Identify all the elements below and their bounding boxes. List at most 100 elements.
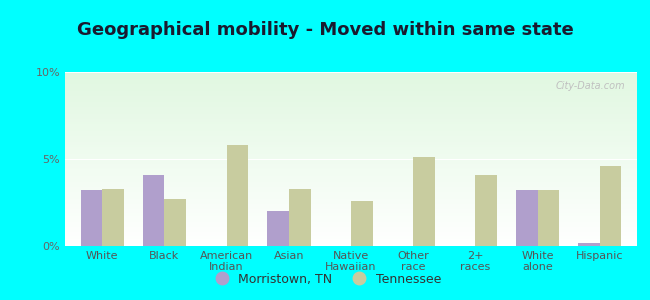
- Bar: [65, 185, 637, 187]
- Bar: [102, 189, 124, 246]
- Bar: [164, 199, 187, 246]
- Bar: [65, 197, 637, 199]
- Bar: [65, 145, 637, 147]
- Bar: [65, 204, 637, 206]
- Legend: Morristown, TN, Tennessee: Morristown, TN, Tennessee: [204, 268, 446, 291]
- Bar: [65, 208, 637, 209]
- Bar: [65, 131, 637, 133]
- Bar: [65, 206, 637, 208]
- Bar: [65, 138, 637, 140]
- Bar: [538, 190, 559, 246]
- Bar: [65, 93, 637, 94]
- Bar: [65, 103, 637, 105]
- Bar: [65, 133, 637, 135]
- Bar: [65, 150, 637, 152]
- Bar: [65, 112, 637, 114]
- Bar: [65, 129, 637, 131]
- Bar: [65, 189, 637, 190]
- Bar: [65, 236, 637, 237]
- Bar: [65, 211, 637, 213]
- Bar: [65, 163, 637, 164]
- Bar: [65, 102, 637, 103]
- Bar: [65, 218, 637, 220]
- Bar: [578, 242, 600, 246]
- Bar: [65, 84, 637, 86]
- Bar: [65, 161, 637, 163]
- Bar: [65, 220, 637, 222]
- Bar: [65, 121, 637, 122]
- Bar: [65, 76, 637, 77]
- Bar: [65, 227, 637, 229]
- Bar: [81, 190, 102, 246]
- Text: Geographical mobility - Moved within same state: Geographical mobility - Moved within sam…: [77, 21, 573, 39]
- Bar: [65, 215, 637, 216]
- Bar: [65, 166, 637, 168]
- Bar: [65, 242, 637, 244]
- Bar: [65, 213, 637, 215]
- Bar: [65, 224, 637, 225]
- Bar: [65, 152, 637, 154]
- Bar: [65, 79, 637, 81]
- Bar: [65, 216, 637, 218]
- Bar: [65, 209, 637, 211]
- Bar: [65, 143, 637, 145]
- Bar: [65, 89, 637, 91]
- Bar: [65, 237, 637, 239]
- Bar: [65, 164, 637, 166]
- Bar: [65, 159, 637, 161]
- Bar: [65, 190, 637, 192]
- Bar: [65, 82, 637, 84]
- Bar: [65, 119, 637, 121]
- Bar: [600, 166, 621, 246]
- Bar: [267, 211, 289, 246]
- Bar: [65, 94, 637, 96]
- Bar: [65, 180, 637, 182]
- Bar: [65, 178, 637, 180]
- Bar: [65, 148, 637, 150]
- Bar: [65, 105, 637, 107]
- Bar: [65, 175, 637, 176]
- Bar: [65, 187, 637, 189]
- Bar: [65, 155, 637, 157]
- Bar: [65, 201, 637, 203]
- Bar: [65, 72, 637, 74]
- Bar: [65, 196, 637, 197]
- Bar: [65, 128, 637, 129]
- Bar: [65, 194, 637, 196]
- Bar: [65, 169, 637, 171]
- Bar: [65, 96, 637, 98]
- Bar: [65, 114, 637, 116]
- Bar: [65, 110, 637, 112]
- Bar: [65, 117, 637, 119]
- Bar: [65, 86, 637, 88]
- Bar: [65, 98, 637, 100]
- Bar: [65, 91, 637, 93]
- Bar: [227, 145, 248, 246]
- Bar: [65, 229, 637, 230]
- Bar: [65, 107, 637, 109]
- Bar: [65, 116, 637, 117]
- Bar: [143, 175, 164, 246]
- Bar: [65, 176, 637, 178]
- Text: City-Data.com: City-Data.com: [556, 81, 625, 91]
- Bar: [65, 239, 637, 241]
- Bar: [65, 100, 637, 102]
- Bar: [65, 88, 637, 89]
- Bar: [65, 126, 637, 128]
- Bar: [65, 202, 637, 204]
- Bar: [65, 192, 637, 194]
- Bar: [65, 241, 637, 242]
- Bar: [289, 189, 311, 246]
- Bar: [65, 183, 637, 185]
- Bar: [65, 222, 637, 224]
- Bar: [65, 135, 637, 137]
- Bar: [65, 147, 637, 148]
- Bar: [65, 232, 637, 234]
- Bar: [65, 124, 637, 126]
- Bar: [65, 74, 637, 76]
- Bar: [65, 230, 637, 232]
- Bar: [65, 81, 637, 82]
- Bar: [65, 171, 637, 173]
- Bar: [65, 199, 637, 201]
- Bar: [65, 225, 637, 227]
